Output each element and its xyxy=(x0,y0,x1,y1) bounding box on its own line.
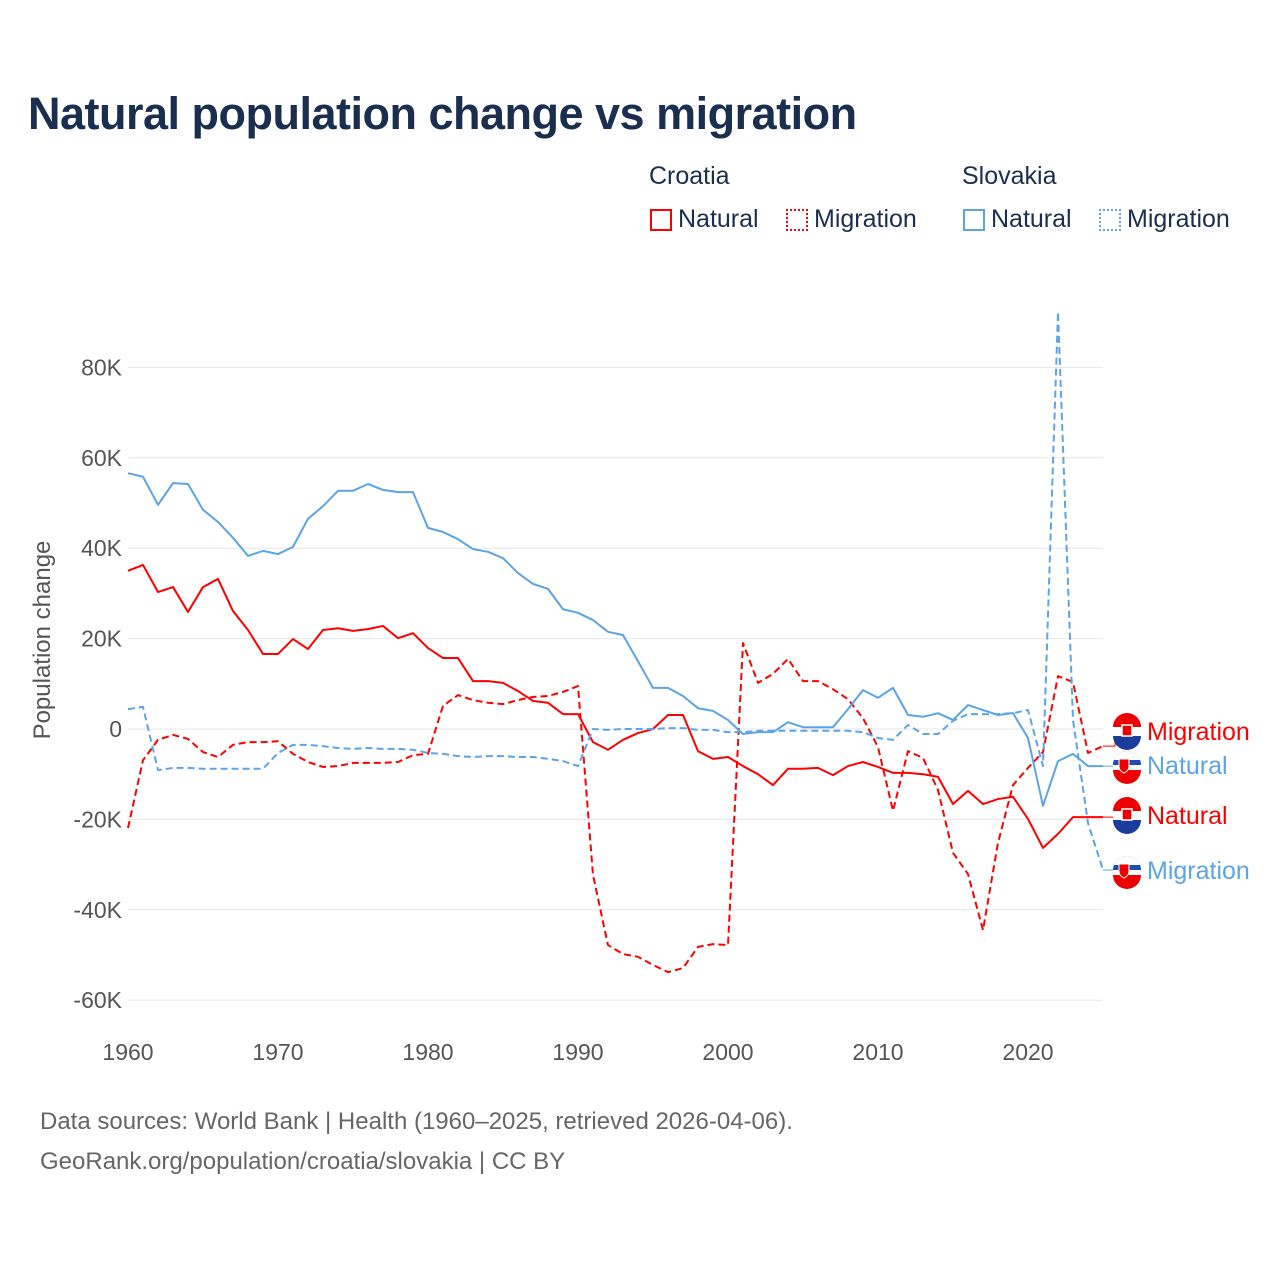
series-line-slovakia-migration xyxy=(127,310,1104,871)
y-tick-label: 40K xyxy=(81,535,123,561)
legend-croatia-natural[interactable]: Natural xyxy=(650,205,759,234)
legend-slovakia-migration[interactable]: Migration xyxy=(1099,205,1230,234)
x-tick-label: 1980 xyxy=(402,1039,453,1065)
y-tick-label: 0 xyxy=(109,716,122,742)
legend-label: Natural xyxy=(678,205,759,233)
legend-swatch-solid-icon xyxy=(650,208,672,231)
x-tick-label: 1960 xyxy=(102,1039,153,1065)
x-tick-label: 1970 xyxy=(252,1039,303,1065)
x-tick-label: 1990 xyxy=(552,1039,603,1065)
y-tick-label: -20K xyxy=(73,806,122,832)
slovakia-flag-icon xyxy=(1113,856,1141,889)
legend-group-croatia: Croatia xyxy=(649,162,730,190)
footer-sources: Data sources: World Bank | Health (1960–… xyxy=(40,1108,793,1135)
legend-group-slovakia: Slovakia xyxy=(962,162,1057,190)
end-label-croatia-migration: Migration xyxy=(1147,718,1250,746)
legend-swatch-dotted-icon xyxy=(1099,208,1121,231)
legend-label: Migration xyxy=(1127,205,1230,233)
croatia-flag-icon xyxy=(1113,713,1141,750)
end-label-slovakia-migration: Migration xyxy=(1147,857,1250,885)
slovakia-flag-icon xyxy=(1113,751,1141,784)
y-tick-label: 80K xyxy=(81,354,123,380)
legend-swatch-dotted-icon xyxy=(786,208,808,231)
legend-label: Migration xyxy=(814,205,917,233)
croatia-flag-icon xyxy=(1113,797,1141,834)
chart-title: Natural population change vs migration xyxy=(28,88,857,139)
series-line-croatia-migration xyxy=(127,642,1104,974)
footer-link[interactable]: GeoRank.org/population/croatia/slovakia … xyxy=(40,1148,566,1175)
x-tick-label: 2000 xyxy=(702,1039,753,1065)
x-tick-label: 2020 xyxy=(1002,1039,1053,1065)
y-tick-label: -40K xyxy=(73,897,122,923)
legend-croatia-migration[interactable]: Migration xyxy=(786,205,917,234)
end-label-croatia-natural: Natural xyxy=(1147,802,1228,830)
end-label-slovakia-natural: Natural xyxy=(1147,752,1228,780)
legend-swatch-solid-icon xyxy=(963,208,985,231)
y-tick-label: 20K xyxy=(81,626,123,652)
series-line-croatia-natural xyxy=(127,563,1103,849)
legend-slovakia-natural[interactable]: Natural xyxy=(963,205,1072,234)
legend-label: Natural xyxy=(991,205,1072,233)
x-tick-label: 2010 xyxy=(852,1039,903,1065)
y-tick-label: 60K xyxy=(81,445,123,471)
y-axis-label: Population change xyxy=(29,541,56,740)
y-tick-label: -60K xyxy=(73,987,122,1013)
series-line-slovakia-natural xyxy=(127,472,1103,807)
